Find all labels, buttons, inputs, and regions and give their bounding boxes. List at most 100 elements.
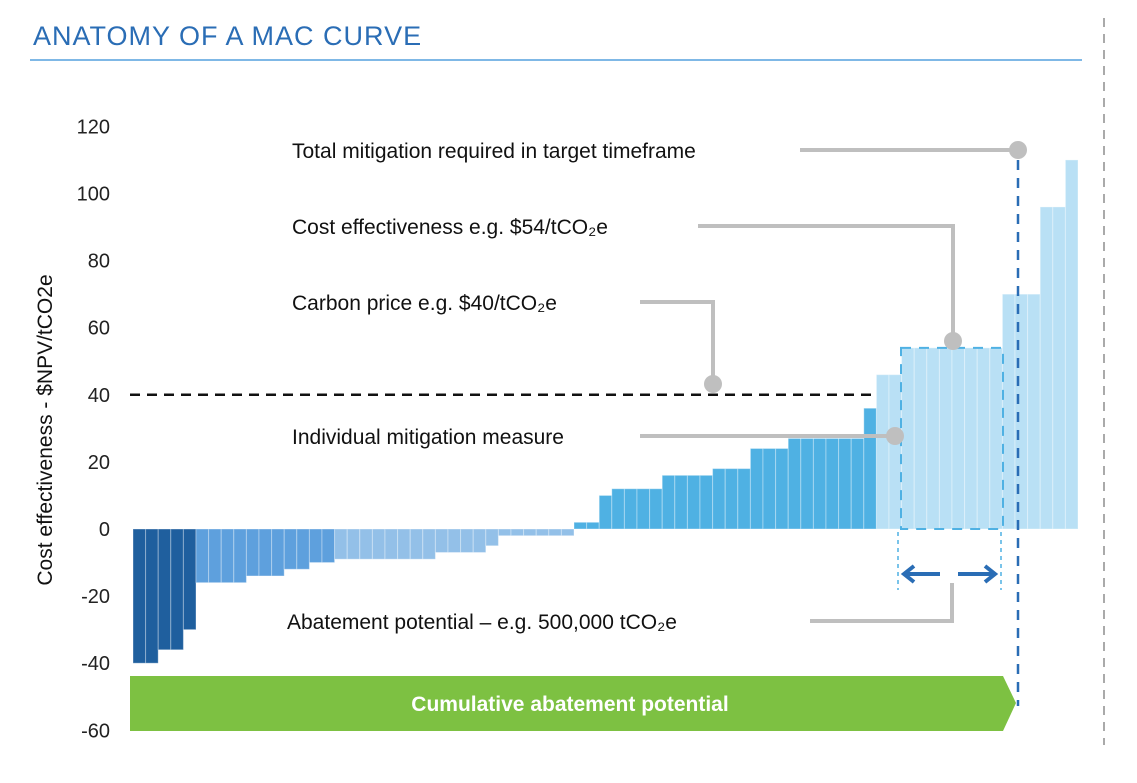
bar-medium [283, 528, 298, 570]
leader-dot-cost [944, 332, 962, 350]
bar-positive [699, 474, 714, 530]
y-tick-label: 120 [77, 116, 110, 138]
y-tick-label: -40 [81, 653, 110, 675]
bar-pale [888, 374, 903, 530]
bar-positive [573, 521, 588, 530]
bar-light [434, 528, 449, 553]
bar-dark [157, 528, 172, 651]
bar-light [397, 528, 411, 560]
y-tick-label: 40 [88, 385, 110, 407]
bar-pale [989, 347, 1003, 530]
y-tick-label: 100 [77, 184, 110, 206]
bar-light [472, 528, 487, 553]
y-tick-label: -60 [81, 720, 110, 742]
y-tick-label: 20 [88, 452, 110, 474]
chart-title: ANATOMY OF A MAC CURVE [33, 21, 422, 51]
bar-dark [170, 528, 184, 651]
bar-positive [749, 447, 764, 530]
bar-light [523, 528, 537, 537]
bar-light [485, 528, 499, 547]
bar-medium [208, 528, 222, 584]
y-tick-label: -20 [81, 586, 110, 608]
bar-positive [598, 494, 613, 530]
bar-positive [724, 468, 739, 530]
bar-light [422, 528, 436, 560]
bar-light [334, 528, 348, 560]
bar-light [560, 528, 575, 537]
bar-light [535, 528, 550, 537]
leader-dot-carbon [704, 375, 722, 393]
bar-positive [775, 447, 789, 530]
bar-pale [1064, 159, 1079, 530]
bar-medium [258, 528, 273, 577]
leader-dot-total [1009, 141, 1027, 159]
bar-positive [686, 474, 701, 530]
bar-positive [661, 474, 676, 530]
abatement-double-arrow [900, 564, 999, 584]
bar-light [460, 528, 474, 553]
bar-positive [800, 437, 814, 530]
bar-light [346, 528, 361, 560]
bar-light [548, 528, 562, 537]
bar-pale [964, 347, 978, 530]
bar-medium [245, 528, 260, 577]
bar-positive [649, 488, 663, 530]
annotation-abatement-potential: Abatement potential – e.g. 500,000 tCO₂e [287, 611, 677, 634]
bar-medium [296, 528, 310, 570]
bar-positive [623, 488, 638, 530]
bar-light [510, 528, 525, 537]
bar-positive [712, 468, 726, 530]
bar-light [447, 528, 462, 553]
bar-positive [825, 437, 840, 530]
bar-medium [308, 528, 323, 564]
bar-medium [195, 528, 210, 584]
leader-carbon [640, 300, 715, 384]
bar-pale [1052, 206, 1066, 530]
bar-positive [850, 437, 865, 530]
bar-light [371, 528, 386, 560]
bar-positive [812, 437, 827, 530]
bar-dark [132, 528, 147, 664]
annotation-total-mitigation: Total mitigation required in target time… [292, 140, 696, 163]
bar-pale [1039, 206, 1054, 530]
bar-pale [926, 347, 940, 530]
x-axis-label: Cumulative abatement potential [411, 693, 728, 716]
bar-positive [838, 437, 852, 530]
bar-positive [636, 488, 651, 530]
y-tick-label: 80 [88, 251, 110, 273]
bar-light [409, 528, 424, 560]
y-axis-label: Cost effectiveness - $NPV/tCO2e [34, 274, 57, 585]
leader-cost [698, 224, 955, 341]
annotation-individual-measure: Individual mitigation measure [292, 426, 564, 449]
y-tick-label: 0 [99, 519, 110, 541]
bar-medium [220, 528, 235, 584]
bar-pale [938, 347, 953, 530]
bar-pale [976, 347, 991, 530]
bar-pale [913, 347, 928, 530]
bar-light [384, 528, 399, 560]
cumulative-arrow [130, 676, 1016, 731]
bar-medium [233, 528, 247, 584]
bar-light [359, 528, 373, 560]
bar-pale [1027, 293, 1041, 530]
y-tick-label: 60 [88, 318, 110, 340]
annotation-cost-effectiveness: Cost effectiveness e.g. $54/tCO₂e [292, 216, 608, 239]
bar-dark [145, 528, 159, 664]
leader-dot-measure [886, 427, 904, 445]
bar-pale [951, 347, 966, 530]
bar-light [497, 528, 512, 537]
bar-medium [271, 528, 285, 577]
annotation-carbon-price: Carbon price e.g. $40/tCO₂e [292, 292, 557, 315]
bar-positive [586, 521, 600, 530]
bar-pale [875, 374, 890, 530]
leader-abatement [810, 583, 954, 623]
bar-positive [863, 407, 877, 530]
bar-pale [1001, 293, 1016, 530]
bar-positive [762, 447, 777, 530]
bar-positive [674, 474, 688, 530]
bar-positive [611, 488, 625, 530]
bar-medium [321, 528, 336, 564]
bar-positive [787, 437, 802, 530]
bar-dark [182, 528, 197, 631]
